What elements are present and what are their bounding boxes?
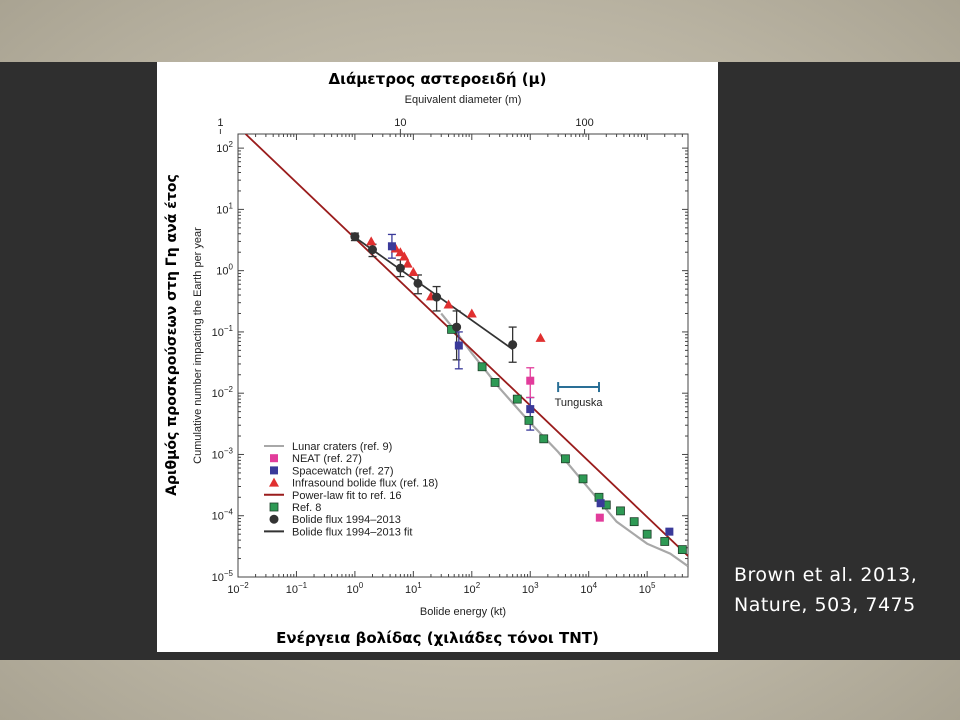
- greek-top-axis-title: Διάμετρος αστεροειδή (μ): [328, 70, 547, 88]
- legend-label: Lunar craters (ref. 9): [292, 441, 392, 453]
- legend-swatch: [269, 502, 279, 512]
- data-point: [512, 394, 522, 404]
- legend-label: Infrasound bolide flux (ref. 18): [292, 478, 438, 490]
- data-point: [408, 267, 419, 277]
- series-line: [440, 312, 688, 568]
- x-tick-label: 103: [522, 581, 539, 596]
- data-point: [508, 340, 518, 350]
- x-axis-label: Bolide energy (kt): [420, 606, 506, 618]
- x-tick-label: 104: [580, 581, 597, 596]
- x-tick-label: 100: [347, 581, 364, 596]
- top-axis-label: Equivalent diameter (m): [405, 94, 522, 106]
- legend-label: Bolide flux 1994–2013: [292, 514, 401, 526]
- greek-bottom-axis-title: Ενέργεια βολίδας (χιλιάδες τόνοι TNT): [276, 629, 599, 647]
- series-line: [354, 236, 514, 351]
- x-tick-label: 10−1: [286, 581, 308, 596]
- data-point: [526, 376, 535, 385]
- x-tick-label: 101: [405, 581, 422, 596]
- data-point: [395, 247, 406, 257]
- y-tick-label: 102: [216, 140, 233, 155]
- data-point: [399, 251, 410, 261]
- data-point: [578, 474, 588, 484]
- data-point: [490, 378, 500, 387]
- data-point: [596, 499, 605, 508]
- data-point: [629, 517, 639, 527]
- data-point: [432, 292, 442, 302]
- data-point: [524, 415, 534, 425]
- legend-swatch: [270, 454, 278, 463]
- legend-label: Power-law fit to ref. 16: [292, 490, 401, 502]
- data-point: [402, 258, 413, 268]
- top-tick-label: 100: [575, 117, 593, 129]
- data-point: [595, 513, 604, 522]
- data-point: [677, 545, 687, 555]
- data-point: [616, 506, 625, 516]
- legend-swatch: [270, 466, 278, 475]
- citation: Brown et al. 2013, Nature, 503, 7475: [734, 560, 954, 620]
- legend-swatch: [269, 477, 279, 487]
- data-point: [395, 263, 405, 273]
- data-point: [539, 434, 549, 444]
- legend-label: Ref. 8: [292, 502, 321, 514]
- legend-label: Bolide flux 1994–2013 fit: [292, 526, 412, 538]
- legend-label: Spacewatch (ref. 27): [292, 465, 394, 477]
- data-point: [350, 232, 360, 242]
- data-point: [466, 308, 477, 318]
- y-tick-label: 10−5: [212, 569, 234, 584]
- x-tick-label: 105: [639, 581, 656, 596]
- data-point: [535, 332, 546, 342]
- y-tick-label: 10−3: [212, 446, 234, 461]
- tunguska-label: Tunguska: [555, 397, 604, 409]
- data-point: [561, 454, 570, 464]
- x-tick-label: 102: [463, 581, 480, 596]
- data-point: [367, 245, 377, 255]
- y-axis-label: Cumulative number impacting the Earth pe…: [192, 227, 204, 464]
- data-point: [443, 299, 454, 309]
- data-point: [665, 527, 674, 536]
- y-tick-label: 10−2: [212, 385, 234, 400]
- y-tick-label: 10−1: [212, 324, 234, 339]
- top-tick-label: 10: [394, 117, 406, 129]
- top-tick-label: 1: [217, 117, 223, 129]
- data-point: [660, 537, 670, 546]
- data-point: [477, 362, 487, 372]
- series-line: [244, 134, 688, 557]
- x-tick-label: 10−2: [227, 581, 249, 596]
- data-point: [387, 242, 396, 251]
- data-point: [642, 529, 652, 539]
- data-point: [526, 405, 535, 414]
- data-point: [366, 236, 377, 246]
- data-point: [413, 278, 423, 288]
- figure-panel: Διάμετρος αστεροειδή (μ) Αριθμός προσκρο…: [157, 62, 718, 652]
- legend-swatch: [269, 514, 279, 524]
- legend-label: NEAT (ref. 27): [292, 453, 362, 465]
- citation-line-1: Brown et al. 2013,: [734, 564, 918, 586]
- y-tick-label: 101: [216, 201, 233, 216]
- citation-line-2: Nature, 503, 7475: [734, 594, 916, 616]
- data-point: [452, 322, 462, 332]
- data-point: [454, 341, 463, 350]
- y-tick-label: 10−4: [212, 508, 234, 523]
- y-tick-label: 100: [216, 263, 233, 278]
- plot-area: [244, 134, 688, 568]
